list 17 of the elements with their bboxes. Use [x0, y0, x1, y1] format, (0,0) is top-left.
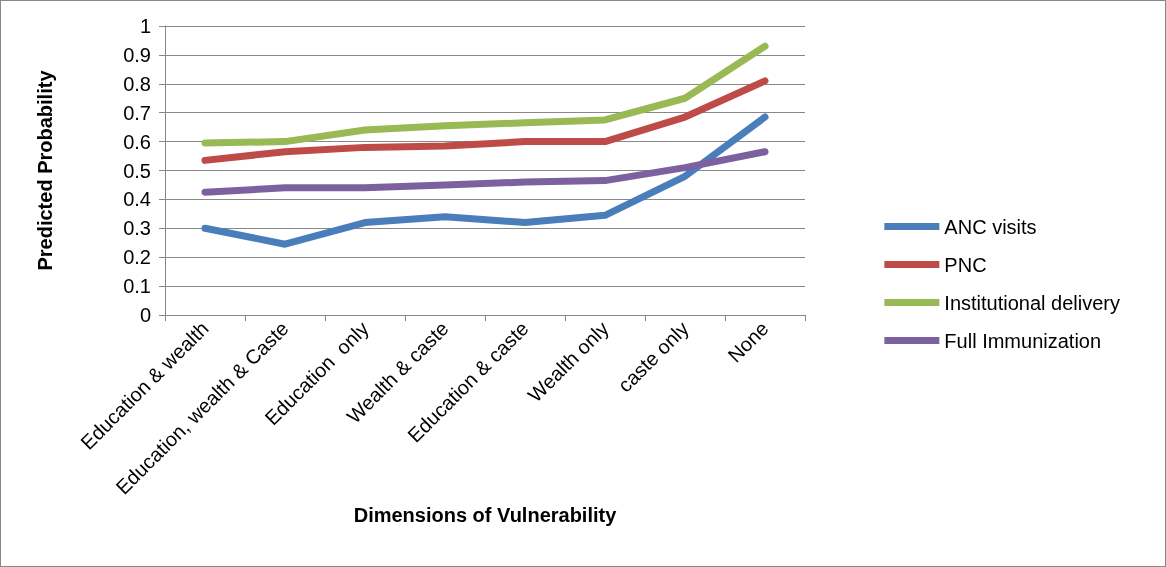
y-tick-label: 1 — [139, 15, 151, 37]
y-axis-title: Predicted Probability — [34, 69, 56, 271]
y-tick-label: 0.7 — [123, 101, 151, 124]
legend-label: Institutional delivery — [944, 291, 1121, 314]
legend-label: Full Immunization — [944, 329, 1102, 352]
y-tick-label: 0.5 — [123, 159, 151, 182]
y-tick-label: 0.6 — [123, 130, 151, 153]
y-tick-label: 0.2 — [123, 246, 151, 269]
y-tick-label: 0.9 — [123, 43, 151, 66]
y-tick-label: 0.3 — [123, 217, 151, 240]
legend-label: PNC — [944, 253, 987, 276]
y-tick-label: 0.8 — [123, 72, 151, 95]
x-axis-title: Dimensions of Vulnerability — [353, 503, 618, 526]
y-tick-label: 0.1 — [123, 275, 151, 298]
y-tick-label: 0.4 — [123, 188, 151, 211]
legend-label: ANC visits — [944, 215, 1037, 238]
y-tick-label: 0 — [139, 304, 151, 326]
